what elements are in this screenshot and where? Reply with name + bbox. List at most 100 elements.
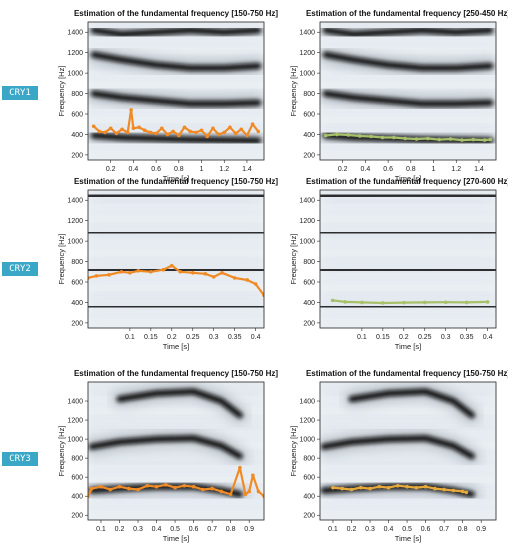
f0-point — [88, 494, 90, 499]
y-tick-label: 200 — [303, 320, 315, 327]
f0-point — [142, 128, 147, 133]
spectrogram-panel-5: Estimation of the fundamental frequency … — [57, 369, 278, 543]
spectral-noise-band — [320, 69, 496, 78]
tag-cry1-label: CRY1 — [9, 88, 31, 98]
y-tick-label: 1400 — [67, 399, 83, 406]
spectral-noise-band — [320, 203, 496, 212]
f0-point — [145, 483, 150, 488]
harmonic-band — [90, 90, 262, 107]
x-tick-label: 1 — [432, 166, 436, 173]
f0-point — [107, 273, 111, 277]
f0-point — [460, 489, 465, 494]
f0-point — [120, 127, 124, 132]
f0-point — [380, 135, 385, 140]
y-tick-label: 200 — [303, 152, 315, 159]
f0-point — [160, 126, 164, 131]
y-tick-label: 1000 — [67, 239, 83, 246]
harmonic-band — [88, 303, 264, 310]
spectral-noise-band — [320, 283, 496, 292]
spectrogram-panel-3: Estimation of the fundamental frequency … — [57, 177, 278, 351]
f0-point — [148, 130, 153, 135]
f0-point — [131, 126, 136, 131]
y-tick-label: 200 — [303, 513, 315, 520]
x-tick-label: 0.9 — [244, 526, 254, 533]
y-tick-label: 1200 — [299, 418, 315, 425]
y-tick-label: 1000 — [299, 437, 315, 444]
x-tick-label: 0.4 — [483, 334, 493, 341]
y-tick-label: 800 — [303, 91, 315, 98]
harmonic-band — [90, 27, 262, 38]
spectral-noise-band — [88, 35, 264, 44]
chart-title: Estimation of the fundamental frequency … — [306, 177, 508, 186]
plot-frame — [319, 189, 497, 329]
f0-point — [369, 134, 373, 139]
y-tick-label: 1000 — [67, 71, 83, 78]
f0-point — [238, 465, 242, 470]
x-tick-label: 0.4 — [361, 166, 371, 173]
tag-cry1: CRY1 — [2, 86, 38, 100]
chart-title: Estimation of the fundamental frequency … — [74, 177, 278, 186]
spectral-noise-band — [88, 295, 264, 304]
harmonic-band — [88, 266, 264, 274]
x-tick-label: 0.4 — [384, 526, 394, 533]
f0-point — [460, 138, 464, 142]
harmonic-band — [322, 51, 494, 71]
x-tick-label: 0.2 — [167, 334, 177, 341]
x-tick-label: 0.9 — [476, 526, 486, 533]
f0-point — [482, 138, 487, 142]
x-tick-label: 0.3 — [441, 334, 451, 341]
spectral-noise-band — [320, 81, 496, 90]
harmonic-band — [88, 435, 243, 460]
x-tick-label: 0.15 — [144, 334, 158, 341]
f0-point — [386, 485, 391, 490]
f0-point — [448, 137, 453, 141]
f0-point — [165, 132, 170, 137]
x-tick-label: 0.35 — [460, 334, 474, 341]
f0-point — [171, 129, 175, 134]
harmonic-band — [320, 435, 475, 460]
spectral-noise-band — [320, 464, 496, 473]
spectral-noise-band — [88, 127, 264, 136]
f0-point — [433, 486, 437, 491]
f0-point — [402, 300, 406, 305]
tag-cry3: CRY3 — [2, 452, 38, 466]
f0-point — [99, 484, 103, 489]
spectral-noise-band — [320, 406, 496, 415]
x-axis-label: Time [s] — [395, 534, 421, 543]
f0-point — [119, 269, 124, 274]
spectral-noise-band — [88, 115, 264, 124]
f0-point — [243, 492, 248, 497]
f0-point — [228, 492, 233, 497]
y-tick-label: 800 — [71, 91, 83, 98]
f0-point — [228, 125, 232, 130]
y-tick-label: 1400 — [67, 198, 83, 205]
f0-point — [335, 132, 339, 137]
f0-point — [205, 134, 210, 139]
x-tick-label: 0.6 — [421, 526, 431, 533]
x-tick-label: 0.4 — [129, 166, 139, 173]
f0-point — [403, 136, 407, 141]
f0-point — [392, 135, 396, 140]
x-tick-label: 0.35 — [228, 334, 242, 341]
plot-frame — [87, 21, 265, 161]
tag-cry3-label: CRY3 — [9, 454, 31, 464]
y-axis-label: Frequency [Hz] — [289, 426, 298, 477]
x-tick-label: 0.7 — [439, 526, 449, 533]
f0-point — [137, 125, 141, 130]
spectral-noise-band — [88, 406, 264, 415]
spectral-noise-band — [88, 150, 264, 159]
harmonic-band — [88, 229, 264, 237]
x-tick-label: 0.25 — [418, 334, 432, 341]
f0-point — [91, 124, 96, 129]
f0-point — [488, 137, 493, 142]
y-tick-label: 1200 — [67, 50, 83, 57]
f0-series-line — [332, 484, 467, 494]
f0-point — [128, 271, 132, 275]
y-tick-label: 200 — [71, 320, 83, 327]
spectrogram-panel-4: Estimation of the fundamental frequency … — [289, 177, 508, 351]
plot-frame — [87, 189, 265, 329]
f0-point — [154, 484, 159, 489]
f0-point — [377, 484, 382, 489]
y-tick-label: 400 — [303, 300, 315, 307]
plot-frame — [319, 21, 497, 161]
